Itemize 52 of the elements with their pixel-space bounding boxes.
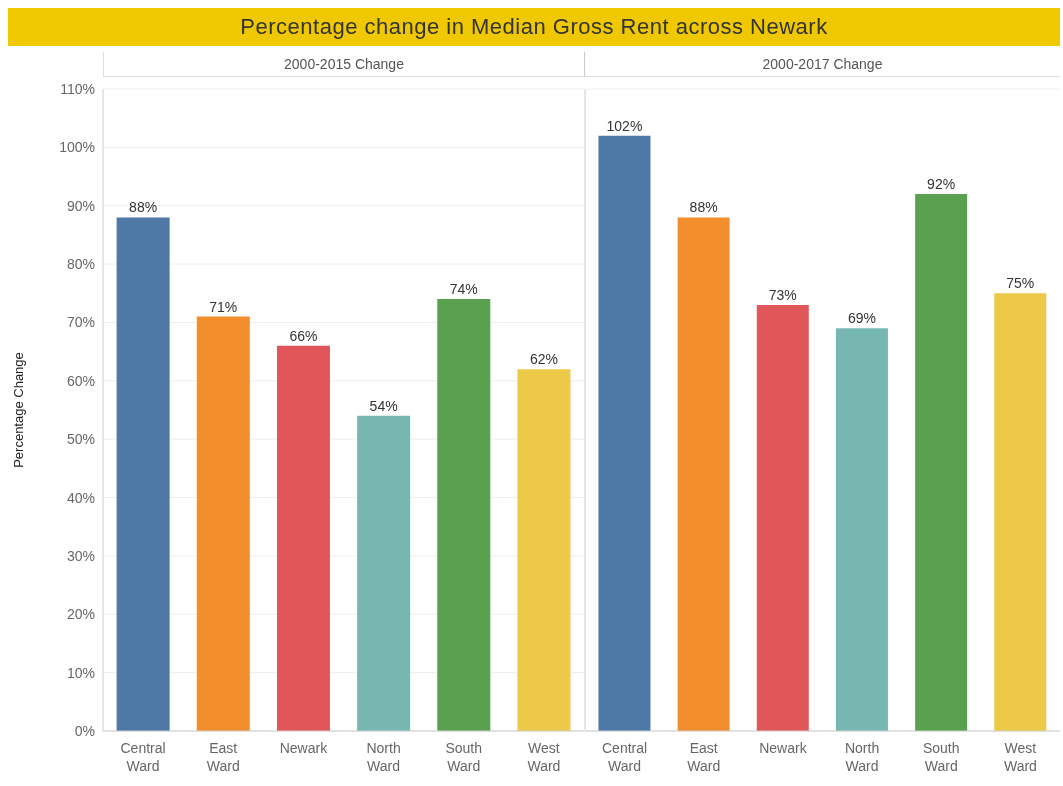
x-tick-label: North Ward [844, 740, 880, 774]
y-tick-label: 30% [66, 547, 95, 564]
y-tick-label: 20% [66, 606, 95, 623]
data-label: 66% [289, 327, 318, 344]
data-label: 102% [606, 117, 643, 134]
chart-title: Percentage change in Median Gross Rent across Newark [8, 8, 1060, 46]
x-tick-label: East Ward [687, 740, 721, 774]
bar [915, 194, 968, 731]
data-label: 62% [529, 351, 558, 368]
x-tick-label: Newark [279, 740, 329, 756]
chart-subtitle: 2000-2015 Change [103, 52, 584, 77]
y-axis-title: Percentage Change [10, 352, 26, 468]
x-tick-label: South Ward [922, 740, 960, 774]
data-label: 73% [768, 286, 797, 303]
data-label: 71% [209, 298, 238, 315]
x-tick-label: Central Ward [120, 740, 166, 774]
data-label: 75% [1006, 275, 1035, 292]
bar [357, 415, 411, 731]
bar [598, 135, 651, 731]
data-label: 92% [927, 176, 956, 193]
data-label: 88% [129, 199, 158, 216]
bar [437, 299, 491, 731]
x-tick-label: South Ward [445, 740, 483, 774]
data-label: 88% [689, 199, 718, 216]
y-tick-label: 0% [74, 722, 95, 739]
data-label: 74% [449, 281, 478, 298]
bar [196, 316, 250, 731]
y-tick-label: 70% [66, 314, 95, 331]
data-label: 54% [369, 397, 398, 414]
y-tick-label: 10% [66, 664, 95, 681]
bar [756, 304, 809, 731]
y-tick-label: 40% [66, 489, 95, 506]
y-tick-label: 90% [66, 197, 95, 214]
chart-subtitle: 2000-2017 Change [584, 52, 1060, 77]
x-tick-label: West Ward [1003, 740, 1037, 774]
x-tick-label: Newark [759, 740, 808, 756]
data-label: 69% [847, 310, 876, 327]
bar [276, 345, 330, 731]
y-tick-label: 80% [66, 256, 95, 273]
x-tick-label: East Ward [206, 740, 240, 774]
y-tick-label: 60% [66, 372, 95, 389]
x-tick-label: North Ward [366, 740, 401, 774]
y-tick-label: 100% [59, 139, 95, 156]
x-tick-label: West Ward [527, 740, 561, 774]
bar [116, 217, 170, 731]
x-tick-label: Central Ward [602, 740, 648, 774]
bar [677, 217, 730, 731]
y-tick-label: 50% [66, 431, 95, 448]
y-tick-label: 110% [60, 80, 95, 97]
bar [994, 293, 1047, 731]
bar [835, 328, 888, 731]
bar [517, 369, 571, 731]
